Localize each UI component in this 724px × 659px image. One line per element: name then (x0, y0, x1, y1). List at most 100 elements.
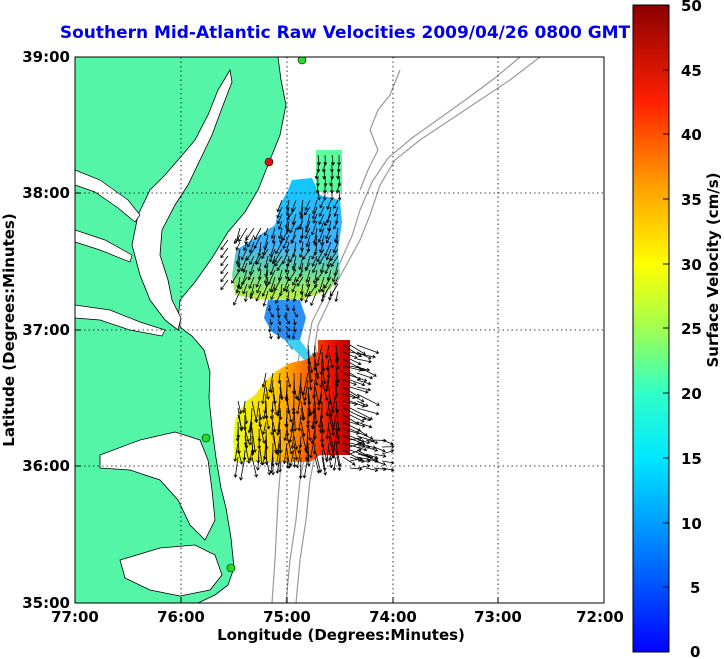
velocity-arrow (342, 351, 358, 359)
velocity-arrow (254, 400, 260, 423)
velocity-arrow (292, 456, 297, 468)
velocity-arrow (318, 393, 323, 405)
velocity-arrow (349, 372, 361, 381)
velocity-arrow (297, 414, 302, 432)
velocity-arrow (262, 407, 267, 420)
velocity-arrow (282, 276, 290, 292)
velocity-arrow (261, 248, 269, 260)
velocity-arrow (328, 351, 334, 369)
velocity-arrow (246, 248, 255, 261)
velocity-arrow (333, 276, 339, 286)
york-james-river (75, 304, 166, 337)
velocity-arrow (334, 234, 339, 244)
velocity-arrow (285, 332, 291, 339)
velocity-arrow (298, 255, 304, 271)
velocity-arrow (276, 332, 281, 340)
velocity-arrow (299, 290, 304, 302)
velocity-arrow (356, 372, 374, 380)
velocity-arrow (292, 262, 297, 272)
velocity-arrow (233, 456, 239, 478)
velocity-arrow (274, 276, 283, 292)
velocity-arrow (311, 206, 318, 220)
velocity-arrow (237, 449, 244, 465)
velocity-arrow (304, 283, 311, 298)
velocity-arrow (321, 379, 329, 402)
velocity-arrow (356, 414, 372, 422)
velocity-arrow (248, 276, 255, 289)
velocity-arrow (327, 220, 332, 232)
velocity-arrow (263, 227, 269, 237)
velocity-arrow (310, 220, 318, 236)
velocity-arrow (249, 290, 255, 300)
colorbar-tick-label: 20 (681, 385, 702, 403)
velocity-arrow (269, 318, 273, 326)
y-tick-label: 36:00 (22, 457, 70, 475)
velocity-arrow (269, 449, 274, 474)
velocity-arrow (316, 248, 325, 263)
station-marker (201, 433, 211, 443)
velocity-arrow (251, 456, 258, 478)
velocity-arrow (326, 255, 332, 268)
velocity-arrow (262, 290, 269, 307)
map-area (75, 57, 604, 603)
colorbar-tick-label: 50 (681, 0, 702, 15)
velocity-arrow (356, 386, 372, 392)
velocity-arrow (319, 358, 324, 376)
velocity-arrow (356, 428, 368, 437)
velocity-arrow (349, 400, 366, 408)
velocity-arrow (233, 442, 239, 462)
velocity-arrow (286, 372, 292, 388)
velocity-arrow (365, 457, 379, 462)
station-marker (264, 157, 274, 167)
velocity-arrow (349, 448, 362, 455)
velocity-arrow (365, 453, 379, 459)
velocity-arrow (327, 290, 332, 301)
velocity-arrow (269, 262, 276, 276)
velocity-arrow (296, 220, 304, 231)
velocity-arrow (284, 262, 290, 274)
velocity-arrow (270, 414, 275, 436)
velocity-arrow (282, 227, 290, 242)
velocity-arrow (272, 393, 279, 416)
velocity-arrow (292, 318, 297, 326)
velocity-arrow (293, 435, 299, 451)
velocity-arrow (285, 318, 291, 325)
velocity-arrow (314, 456, 321, 474)
x-tick-label: 73:00 (474, 608, 522, 626)
velocity-arrow (272, 421, 277, 433)
velocity-arrow (303, 379, 309, 401)
velocity-arrow (349, 442, 363, 448)
velocity-arrow (305, 269, 311, 283)
velocity-arrow (311, 255, 318, 267)
velocity-arrow (316, 344, 323, 367)
velocity-arrow (291, 283, 297, 293)
velocity-arrow (276, 213, 283, 225)
velocity-arrow (337, 189, 342, 201)
colorbar-tick-label: 15 (681, 450, 702, 468)
velocity-arrow (300, 241, 304, 252)
x-tick-label: 75:00 (263, 608, 311, 626)
velocity-arrow (326, 199, 332, 210)
pamlico-sound (119, 544, 223, 597)
velocity-arrow (318, 255, 325, 265)
velocity-arrow (356, 379, 372, 386)
colorbar-tick-label: 40 (681, 126, 702, 144)
colorbar-tick-label: 25 (681, 320, 702, 338)
x-axis-label: Longitude (Degrees:Minutes) (217, 626, 465, 644)
velocity-arrow (314, 168, 319, 180)
velocity-arrow (349, 421, 366, 428)
velocity-arrow (356, 400, 369, 407)
velocity-arrow (243, 241, 248, 252)
velocity-arrow (257, 262, 262, 272)
velocity-arrow (270, 227, 276, 240)
velocity-arrow (324, 213, 332, 227)
colorbar-tick-label: 30 (681, 256, 702, 274)
velocity-arrow (295, 269, 304, 283)
velocity-arrow (277, 220, 283, 230)
velocity-arrow (265, 414, 271, 430)
velocity-arrow (269, 248, 276, 263)
velocity-arrow (356, 421, 373, 429)
velocity-arrow (312, 269, 318, 285)
velocity-arrow (323, 276, 332, 289)
